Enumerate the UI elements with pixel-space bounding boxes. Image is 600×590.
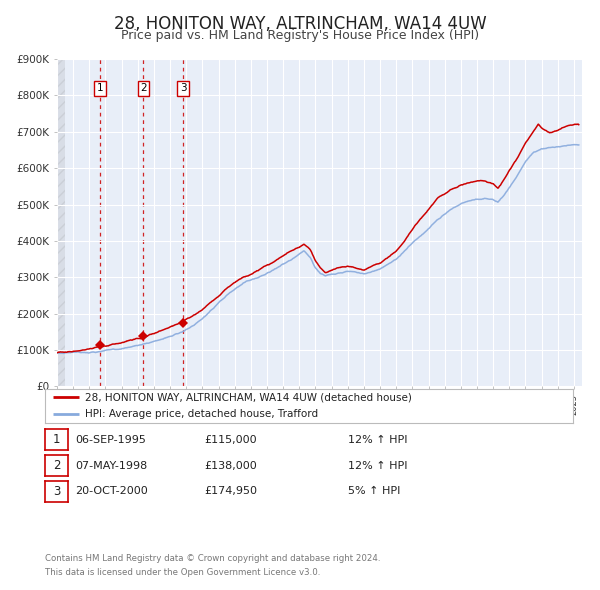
Text: 2: 2 [140,83,147,93]
Text: 1: 1 [97,83,104,93]
Text: 12% ↑ HPI: 12% ↑ HPI [348,461,407,470]
Text: This data is licensed under the Open Government Licence v3.0.: This data is licensed under the Open Gov… [45,568,320,577]
Text: 28, HONITON WAY, ALTRINCHAM, WA14 4UW (detached house): 28, HONITON WAY, ALTRINCHAM, WA14 4UW (d… [85,392,412,402]
Text: 28, HONITON WAY, ALTRINCHAM, WA14 4UW: 28, HONITON WAY, ALTRINCHAM, WA14 4UW [113,15,487,33]
Text: 3: 3 [179,83,187,93]
Text: 12% ↑ HPI: 12% ↑ HPI [348,435,407,444]
Text: 5% ↑ HPI: 5% ↑ HPI [348,487,400,496]
Text: 07-MAY-1998: 07-MAY-1998 [75,461,147,470]
Text: Price paid vs. HM Land Registry's House Price Index (HPI): Price paid vs. HM Land Registry's House … [121,29,479,42]
Text: 2: 2 [53,459,60,472]
Text: 3: 3 [53,485,60,498]
Text: £115,000: £115,000 [204,435,257,444]
Text: £174,950: £174,950 [204,487,257,496]
Text: HPI: Average price, detached house, Trafford: HPI: Average price, detached house, Traf… [85,409,318,419]
Text: 06-SEP-1995: 06-SEP-1995 [75,435,146,444]
Text: £138,000: £138,000 [204,461,257,470]
Text: 20-OCT-2000: 20-OCT-2000 [75,487,148,496]
Text: Contains HM Land Registry data © Crown copyright and database right 2024.: Contains HM Land Registry data © Crown c… [45,555,380,563]
Text: 1: 1 [53,433,60,446]
